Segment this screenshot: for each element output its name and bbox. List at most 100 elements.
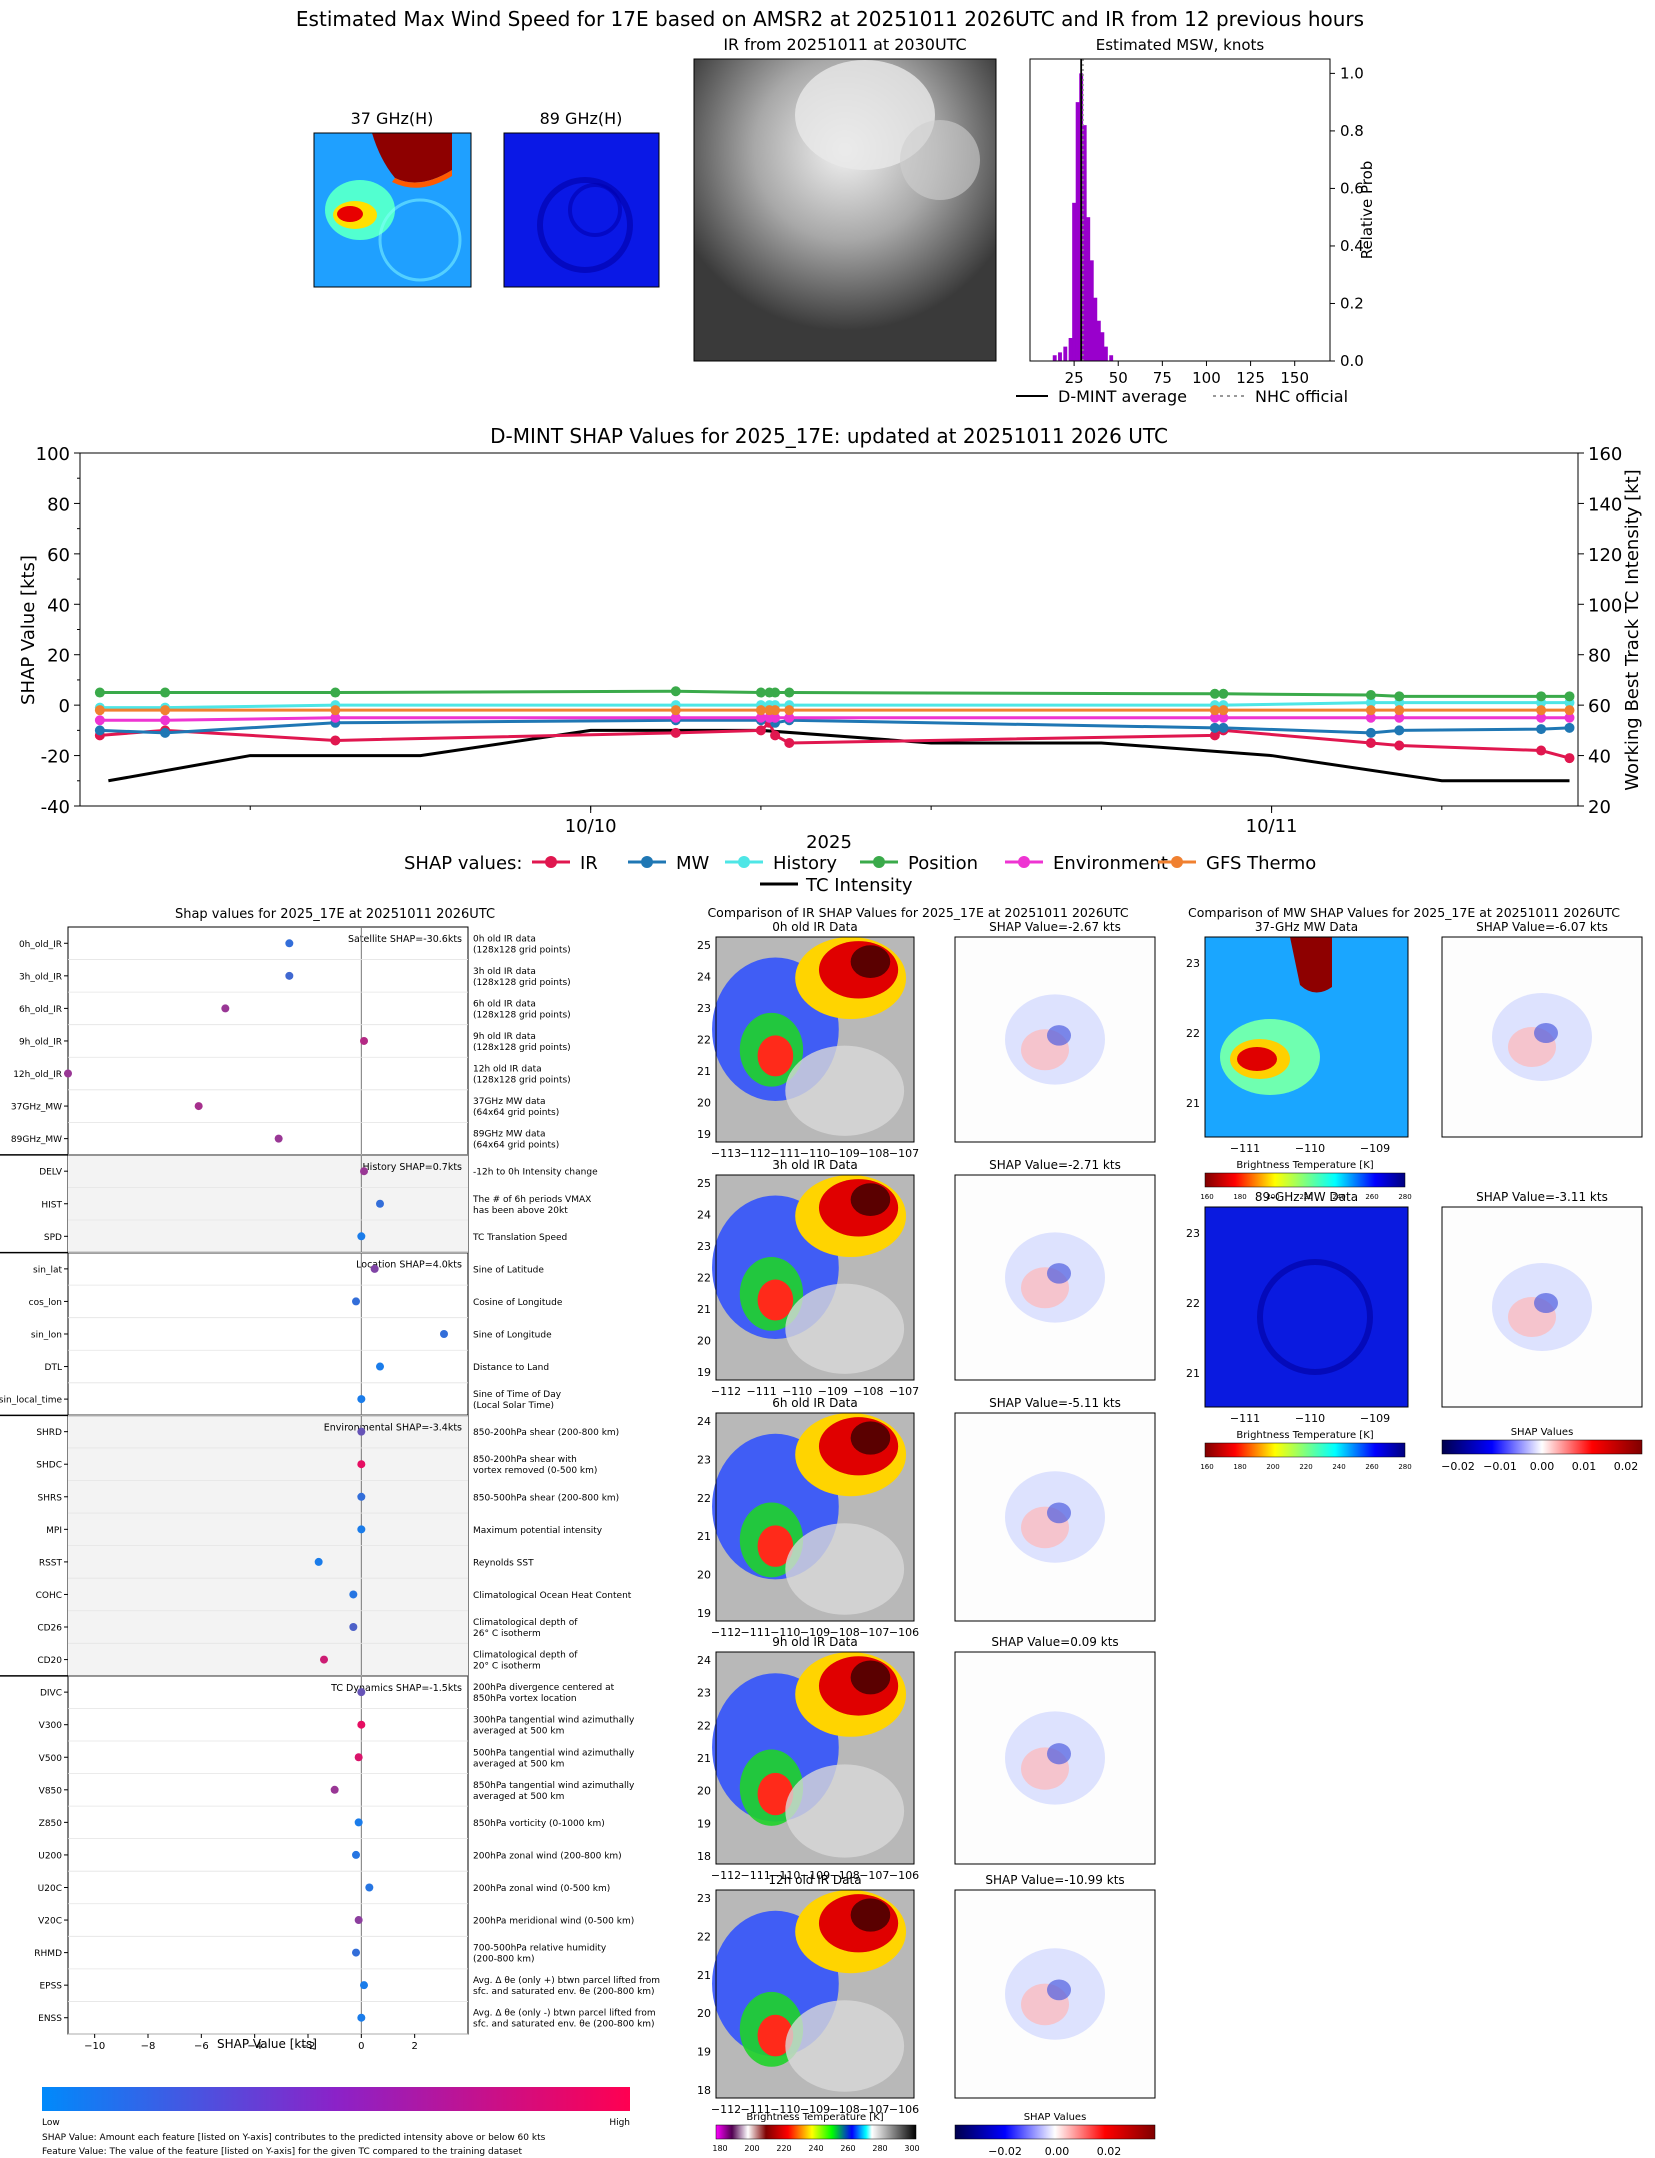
mw-cbar-tick: 260: [1365, 1193, 1378, 1201]
ir-y-tick-label: 20: [697, 1569, 711, 1582]
feature-point: [349, 1590, 358, 1599]
series-point: [1394, 691, 1405, 702]
feature-name: COHC: [36, 1591, 62, 1601]
ir-x-tick-label: −112: [711, 2103, 741, 2116]
ir-y-tick-label: 22: [697, 1034, 711, 1047]
series-point: [670, 727, 681, 738]
y-tick-label: -20: [41, 747, 70, 768]
series-point: [1209, 688, 1220, 699]
feature-desc: 200hPa meridional wind (0-500 km): [473, 1917, 634, 1927]
series-point: [94, 705, 105, 716]
series-point: [1536, 712, 1547, 723]
feature-desc: Sine of Longitude: [473, 1330, 552, 1340]
ir-y-tick-label: 21: [697, 1969, 711, 1982]
ir-y-tick-label: 23: [697, 1892, 711, 1905]
feature-name: CD26: [37, 1624, 62, 1634]
feature-desc: (128x128 grid points): [473, 1043, 571, 1053]
ir-x-tick-label: −110: [770, 2103, 800, 2116]
mw-shap-label: SHAP Value=-3.11 kts: [1476, 1190, 1608, 1204]
series-point: [770, 712, 781, 723]
histogram-bar: [1093, 297, 1098, 361]
main-title: Estimated Max Wind Speed for 17E based o…: [296, 7, 1364, 31]
feature-name: U200: [38, 1851, 62, 1861]
feature-desc: (200-800 km): [473, 1955, 534, 1965]
feature-desc: 89GHz MW data: [473, 1130, 546, 1140]
series-point: [160, 727, 171, 738]
feature-point: [357, 1720, 366, 1729]
feature-name: SHDC: [36, 1461, 62, 1471]
ir-x-tick-label: −111: [741, 2103, 771, 2116]
legend-marker: [545, 856, 557, 868]
series-point: [770, 705, 781, 716]
feature-desc: 850hPa tangential wind azimuthally: [473, 1781, 635, 1791]
ir-y-tick-label: 21: [697, 1530, 711, 1543]
feature-point: [352, 1850, 360, 1859]
x-tick-label: 25: [1065, 369, 1084, 387]
feature-desc: (64x64 grid points): [473, 1108, 559, 1118]
y2-tick-label: 20: [1588, 797, 1611, 818]
feature-desc: 200hPa zonal wind (0-500 km): [473, 1884, 610, 1894]
ir-x-tick-label: −108: [830, 1626, 860, 1639]
mw-cbar-tick: 240: [1332, 1193, 1345, 1201]
series-point: [784, 705, 795, 716]
ir-y-tick-label: 23: [697, 1453, 711, 1466]
mw37-title: 37 GHz(H): [351, 109, 434, 128]
histogram-bar: [1089, 260, 1094, 361]
ir-shap-label: SHAP Value=-2.67 kts: [989, 920, 1121, 934]
ir-x-tick-label: −108: [830, 2103, 860, 2116]
panel-frame: [715, 1174, 915, 1381]
msw-title: Estimated MSW, knots: [1096, 36, 1265, 54]
ir-x-tick-label: −110: [782, 1385, 812, 1398]
y-tick-label: 0: [59, 696, 70, 717]
mw-cbar-tick: 260: [1365, 1463, 1378, 1471]
ir-x-tick-label: −109: [800, 2103, 830, 2116]
cloud-core: [850, 1898, 891, 1932]
series-point: [330, 735, 341, 746]
mw-cbar-tick: 220: [1299, 1463, 1312, 1471]
shap-blob: [1047, 1025, 1071, 1046]
legend-marker: [641, 856, 653, 868]
feature-point: [357, 2013, 366, 2022]
ir-x-tick-label: −111: [746, 1385, 776, 1398]
mw-x-tick-label: −109: [1360, 1412, 1390, 1425]
feature-desc: has been above 20kt: [473, 1206, 568, 1216]
x-tick-label: 125: [1236, 369, 1265, 387]
legend-label: IR: [580, 853, 598, 874]
ir-x-tick-label: −113: [711, 1147, 741, 1160]
colorbar-low: Low: [42, 2118, 60, 2128]
histogram-frame: [1029, 58, 1331, 362]
series-point: [1536, 705, 1547, 716]
ir-x-tick-label: −111: [741, 1626, 771, 1639]
y2-tick-label: 120: [1588, 545, 1622, 566]
tc-intensity-line: [108, 728, 1570, 783]
y-tick-label: 0.4: [1340, 237, 1364, 255]
panel-frame: [715, 936, 915, 1143]
feature-desc: 850-200hPa shear with: [473, 1455, 577, 1465]
ir-y-tick-label: 23: [697, 1240, 711, 1253]
legend-marker: [1018, 856, 1030, 868]
ir-y-tick-label: 23: [697, 1002, 711, 1015]
feature-point: [352, 1948, 360, 1957]
ir-x-tick-label: −107: [889, 1147, 919, 1160]
feature-point: [352, 1297, 360, 1306]
feature-desc: TC Translation Speed: [472, 1233, 567, 1243]
y2-tick-label: 100: [1588, 595, 1622, 616]
series-point: [784, 712, 795, 723]
footnote-shap: SHAP Value: Amount each feature [listed …: [42, 2133, 546, 2143]
feature-desc: Climatological depth of: [473, 1651, 578, 1661]
feature-point: [360, 1036, 368, 1045]
feature-point: [354, 1753, 363, 1762]
feature-point: [285, 971, 294, 980]
group-band: [68, 1154, 468, 1253]
cloud-core: [850, 1421, 891, 1455]
ir-y-tick-label: 24: [697, 971, 711, 984]
series-point: [1394, 725, 1405, 736]
ir-x-tick-label: −110: [770, 1626, 800, 1639]
series-point: [1209, 730, 1220, 741]
y-tick-label: -40: [41, 797, 70, 818]
series-point: [1365, 737, 1376, 748]
cloud-gray: [785, 1283, 905, 1374]
feature-desc: sfc. and saturated env. θe (200-800 km): [473, 1987, 655, 1997]
feature-name: V500: [39, 1754, 63, 1764]
